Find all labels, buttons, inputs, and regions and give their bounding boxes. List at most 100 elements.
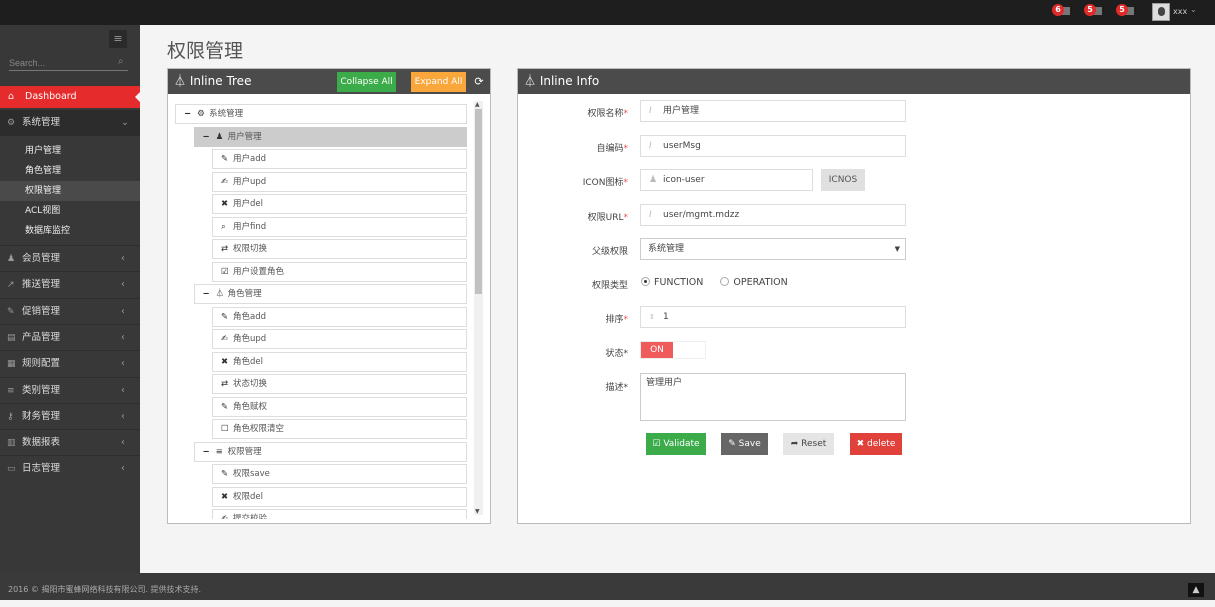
tree-node[interactable]: − ≡ 权限管理 — [193, 441, 467, 462]
parent-select[interactable]: 系统管理 ▼ — [640, 238, 906, 260]
chart-icon: ▥ — [7, 438, 16, 449]
sidebar-item[interactable]: ▦ 规则配置 ‹ — [0, 350, 140, 376]
user-name[interactable]: xxx — [1173, 7, 1188, 16]
sidebar-item[interactable]: ✎ 促销管理 ‹ — [0, 297, 140, 324]
tree-node[interactable]: ✎ 用户add — [212, 149, 467, 169]
sort-icon: ⇕ — [649, 313, 655, 321]
type-radio-group: FUNCTION OPERATION — [641, 277, 788, 288]
edit-icon: ✍ — [221, 176, 229, 187]
sort-label: 排序* — [605, 315, 628, 325]
bell-icon — [1060, 7, 1070, 15]
tree-node[interactable]: ✍ 提交校验 — [212, 509, 467, 519]
desc-textarea[interactable]: 管理用户 — [640, 373, 906, 421]
collapse-all-button[interactable]: Collapse All — [337, 72, 396, 92]
text-cursor-icon: I — [649, 141, 652, 151]
sidebar-item[interactable]: ≡ 类别管理 ‹ — [0, 376, 140, 403]
sidebar-item[interactable]: ⚷ 财务管理 ‹ — [0, 402, 140, 429]
edit-icon: ✍ — [221, 334, 229, 344]
save-button[interactable]: ✎ Save — [721, 433, 768, 455]
tree-node[interactable]: ✎ 权限save — [212, 464, 467, 484]
radio-function[interactable]: FUNCTION — [641, 277, 703, 288]
collapse-toggle[interactable]: − — [202, 131, 210, 142]
envelope-icon — [1092, 7, 1102, 15]
collapse-toggle[interactable]: − — [184, 109, 192, 119]
code-label: 自编码* — [596, 144, 628, 154]
sidebar-item[interactable]: ♟ 会员管理 ‹ — [0, 245, 140, 271]
tree-node[interactable]: ⇄ 权限切换 — [212, 239, 467, 259]
check-square-icon: ☑ — [221, 266, 229, 277]
chevron-down-icon[interactable]: ⌄ — [1190, 5, 1197, 14]
notification-bell[interactable]: 6 — [1052, 4, 1074, 18]
tree-node[interactable]: ✖ 权限del — [212, 486, 467, 507]
retweet-icon: ⇄ — [221, 244, 229, 254]
tree-node[interactable]: ✖ 用户del — [212, 194, 467, 214]
sidebar-subitem[interactable]: ACL视图 — [25, 206, 61, 216]
user-icon: ♟ — [7, 254, 16, 264]
validate-button[interactable]: ☑ Validate — [646, 433, 706, 455]
collapse-toggle[interactable]: − — [202, 289, 210, 299]
avatar[interactable] — [1152, 3, 1170, 21]
tree-node[interactable]: ☐ 角色权限清空 — [212, 419, 467, 439]
key-icon: ⚷ — [7, 411, 14, 422]
tree-node[interactable]: ✍ 角色upd — [212, 329, 467, 349]
sidebar-item[interactable]: ▥ 数据报表 ‹ — [0, 429, 140, 455]
scroll-to-top-button[interactable]: ▲ — [1188, 583, 1204, 597]
tree-node[interactable]: ⌕ 用户find — [212, 216, 467, 237]
delete-button[interactable]: ✖ delete — [850, 433, 902, 455]
sidebar-subitem[interactable]: 数据库监控 — [25, 226, 71, 236]
tree-scrollbar[interactable]: ▲ ▼ — [474, 101, 483, 515]
caret-down-icon: ▼ — [894, 245, 900, 253]
expand-all-button[interactable]: Expand All — [411, 72, 466, 92]
icon-field[interactable]: ♟ icon-user — [640, 169, 813, 191]
chevron-left-icon: ‹ — [121, 410, 125, 422]
tasks-icon — [1124, 7, 1134, 15]
notification-envelope[interactable]: 5 — [1084, 4, 1106, 18]
sidebar-item[interactable]: ▭ 日志管理 ‹ — [0, 455, 140, 481]
search-input[interactable] — [9, 56, 128, 71]
sidebar-subitem[interactable]: 角色管理 — [25, 166, 62, 176]
tree-node[interactable]: − ⏃ 角色管理 — [193, 284, 467, 304]
tree-node[interactable]: − ⚙ 系统管理 — [175, 104, 467, 124]
table-icon: ▦ — [7, 359, 16, 370]
icnos-button[interactable]: ICNOS — [821, 169, 865, 191]
refresh-icon[interactable]: ⟳ — [474, 75, 484, 88]
tree-node[interactable]: ✎ 角色赋权 — [212, 396, 467, 417]
search-icon: ⌕ — [221, 221, 226, 232]
list-icon: ≡ — [215, 446, 223, 457]
tree-node[interactable]: ✍ 用户upd — [212, 171, 467, 192]
status-toggle[interactable]: ON — [640, 341, 706, 359]
name-label: 权限名称* — [587, 109, 628, 119]
chevron-left-icon: ‹ — [121, 305, 125, 317]
sidebar-item-dashboard[interactable]: ⌂ Dashboard — [0, 86, 140, 108]
parent-label: 父级权限 — [591, 247, 628, 257]
user-icon: ♟ — [649, 175, 658, 185]
share-icon: ↗ — [7, 280, 15, 291]
tree-node[interactable]: ⇄ 状态切换 — [212, 374, 467, 394]
tree-node[interactable]: ✖ 角色del — [212, 351, 467, 372]
radio-operation[interactable]: OPERATION — [720, 277, 788, 288]
sidebar-toggle-button[interactable]: ≡ — [109, 30, 127, 48]
notification-tasks[interactable]: 5 — [1116, 4, 1138, 18]
sidebar-item[interactable]: ▤ 产品管理 ‹ — [0, 323, 140, 350]
desc-label: 描述* — [605, 383, 628, 393]
text-cursor-icon: I — [649, 210, 652, 220]
tree-node[interactable]: − ♟ 用户管理 — [193, 126, 467, 147]
sidebar-subitem[interactable]: 用户管理 — [25, 146, 62, 156]
reset-button[interactable]: ➦ Reset — [783, 433, 834, 455]
name-field[interactable]: I 用户管理 — [640, 100, 906, 122]
tree-node[interactable]: ✎ 角色add — [212, 306, 467, 327]
user-icon: ♟ — [215, 131, 224, 142]
chevron-left-icon: ‹ — [121, 253, 125, 264]
sort-stepper[interactable]: ⇕ 1 — [640, 306, 906, 328]
sidebar-item[interactable]: ↗ 推送管理 ‹ — [0, 271, 140, 297]
icon-label: ICON图标* — [582, 178, 628, 188]
sidebar-item-system[interactable]: ⚙ 系统管理 ⌄ — [0, 110, 140, 136]
tree-node[interactable]: ☑ 用户设置角色 — [212, 261, 467, 282]
search-icon[interactable]: ⌕ — [118, 56, 124, 67]
sidebar-subitem[interactable]: 权限管理 — [0, 181, 140, 201]
collapse-toggle[interactable]: − — [202, 446, 210, 457]
pencil-icon: ✎ — [7, 306, 15, 317]
